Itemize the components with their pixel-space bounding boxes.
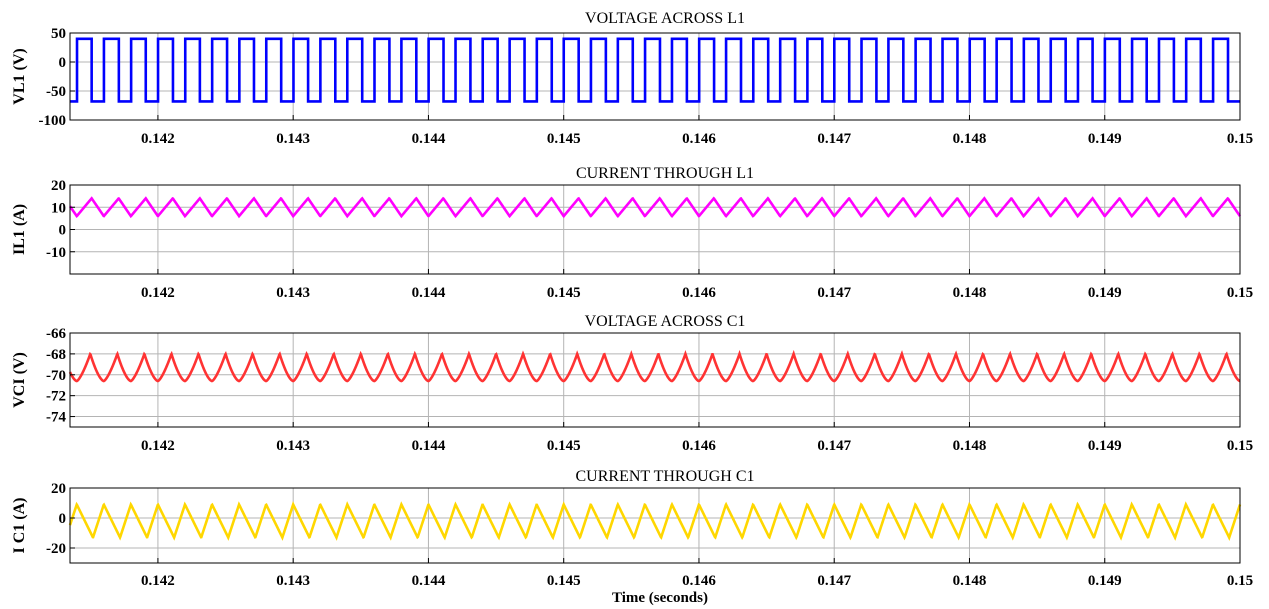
- x-tick-label: 0.146: [682, 438, 716, 454]
- y-tick-label: -66: [46, 326, 66, 342]
- subplot-3: 0.142 0.143 0.144 0.145 0.146 0.147 0.148 0.149…: [11, 313, 1253, 454]
- y-tick-label: 20: [51, 481, 66, 497]
- series-line-1: [68, 349, 1241, 383]
- y-axis-label: VCI (V): [11, 352, 28, 408]
- y-tick-label: 50: [51, 26, 66, 42]
- series-line-1: [70, 37, 1240, 103]
- x-tick-label: 0.143: [276, 573, 310, 589]
- y-tick-label: -10: [46, 245, 66, 261]
- x-tick-label: 0.148: [953, 438, 987, 454]
- x-tick-label: 0.143: [276, 131, 310, 147]
- x-tick-label: 0.147: [817, 131, 851, 147]
- x-tick-label: 0.148: [953, 131, 987, 147]
- x-tick-label: 0.143: [276, 285, 310, 301]
- y-tick-label: -70: [46, 368, 66, 384]
- y-axis-label: I C1 (A): [11, 498, 28, 554]
- series-line-1: [68, 196, 1242, 219]
- plot-frame: [69, 487, 1241, 564]
- subplot-2: 0.142 0.143 0.144 0.145 0.146 0.147 0.148 0.149…: [11, 165, 1253, 301]
- y-tick-label: -74: [46, 410, 66, 426]
- x-tick-label: 0.142: [141, 285, 175, 301]
- x-tick-label: 0.143: [276, 438, 310, 454]
- x-tick-label: 0.149: [1088, 285, 1122, 301]
- x-tick-label: 0.147: [817, 438, 851, 454]
- x-tick-label: 0.15: [1227, 285, 1253, 301]
- x-tick-label: 0.142: [141, 438, 175, 454]
- y-tick-label: -100: [39, 113, 67, 129]
- y-tick-label: 0: [59, 55, 67, 71]
- x-tick-label: 0.146: [682, 131, 716, 147]
- y-tick-label: -72: [46, 389, 66, 405]
- x-tick-label: 0.144: [412, 573, 446, 589]
- x-tick-label: 0.142: [141, 131, 175, 147]
- x-axis-label: Time (seconds): [612, 590, 708, 606]
- x-tick-label: 0.148: [953, 285, 987, 301]
- y-tick-label: 0: [59, 511, 67, 527]
- x-tick-label: 0.145: [547, 285, 581, 301]
- plot-frame: [69, 332, 1241, 428]
- x-tick-label: 0.147: [817, 285, 851, 301]
- x-tick-label: 0.145: [547, 573, 581, 589]
- y-tick-label: 10: [51, 200, 66, 216]
- x-tick-label: 0.144: [412, 131, 446, 147]
- x-tick-label: 0.15: [1227, 438, 1253, 454]
- y-tick-label: 20: [51, 178, 66, 194]
- x-tick-label: 0.144: [412, 285, 446, 301]
- subplot-title: CURRENT THROUGH C1: [576, 468, 755, 485]
- x-tick-label: 0.145: [547, 131, 581, 147]
- subplot-4: 0.142 0.143 0.144 0.145 0.146 0.147 0.148 0.149…: [11, 468, 1253, 589]
- x-tick-label: 0.149: [1088, 438, 1122, 454]
- x-tick-label: 0.148: [953, 573, 987, 589]
- x-tick-label: 0.15: [1227, 131, 1253, 147]
- subplot-title: CURRENT THROUGH L1: [576, 165, 754, 182]
- x-tick-label: 0.149: [1088, 131, 1122, 147]
- subplot-1: 0.142 0.143 0.144 0.145 0.146 0.147 0.148 0.149…: [11, 10, 1253, 147]
- subplot-title: VOLTAGE ACROSS L1: [585, 10, 745, 27]
- y-tick-label: -68: [46, 347, 66, 363]
- x-tick-label: 0.142: [141, 573, 175, 589]
- x-tick-label: 0.149: [1088, 573, 1122, 589]
- x-tick-label: 0.147: [817, 573, 851, 589]
- x-tick-label: 0.146: [682, 573, 716, 589]
- x-tick-label: 0.146: [682, 285, 716, 301]
- x-tick-label: 0.15: [1227, 573, 1253, 589]
- subplot-title: VOLTAGE ACROSS C1: [585, 313, 746, 330]
- y-axis-label: VL1 (V): [11, 48, 28, 104]
- plot-frame: [69, 32, 1241, 121]
- y-axis-label: IL1 (A): [11, 204, 28, 255]
- y-tick-label: -20: [46, 541, 66, 557]
- x-tick-label: 0.145: [547, 438, 581, 454]
- y-tick-label: 0: [59, 223, 67, 239]
- x-tick-label: 0.144: [412, 438, 446, 454]
- series-line-1: [68, 501, 1242, 541]
- y-tick-label: -50: [46, 84, 66, 100]
